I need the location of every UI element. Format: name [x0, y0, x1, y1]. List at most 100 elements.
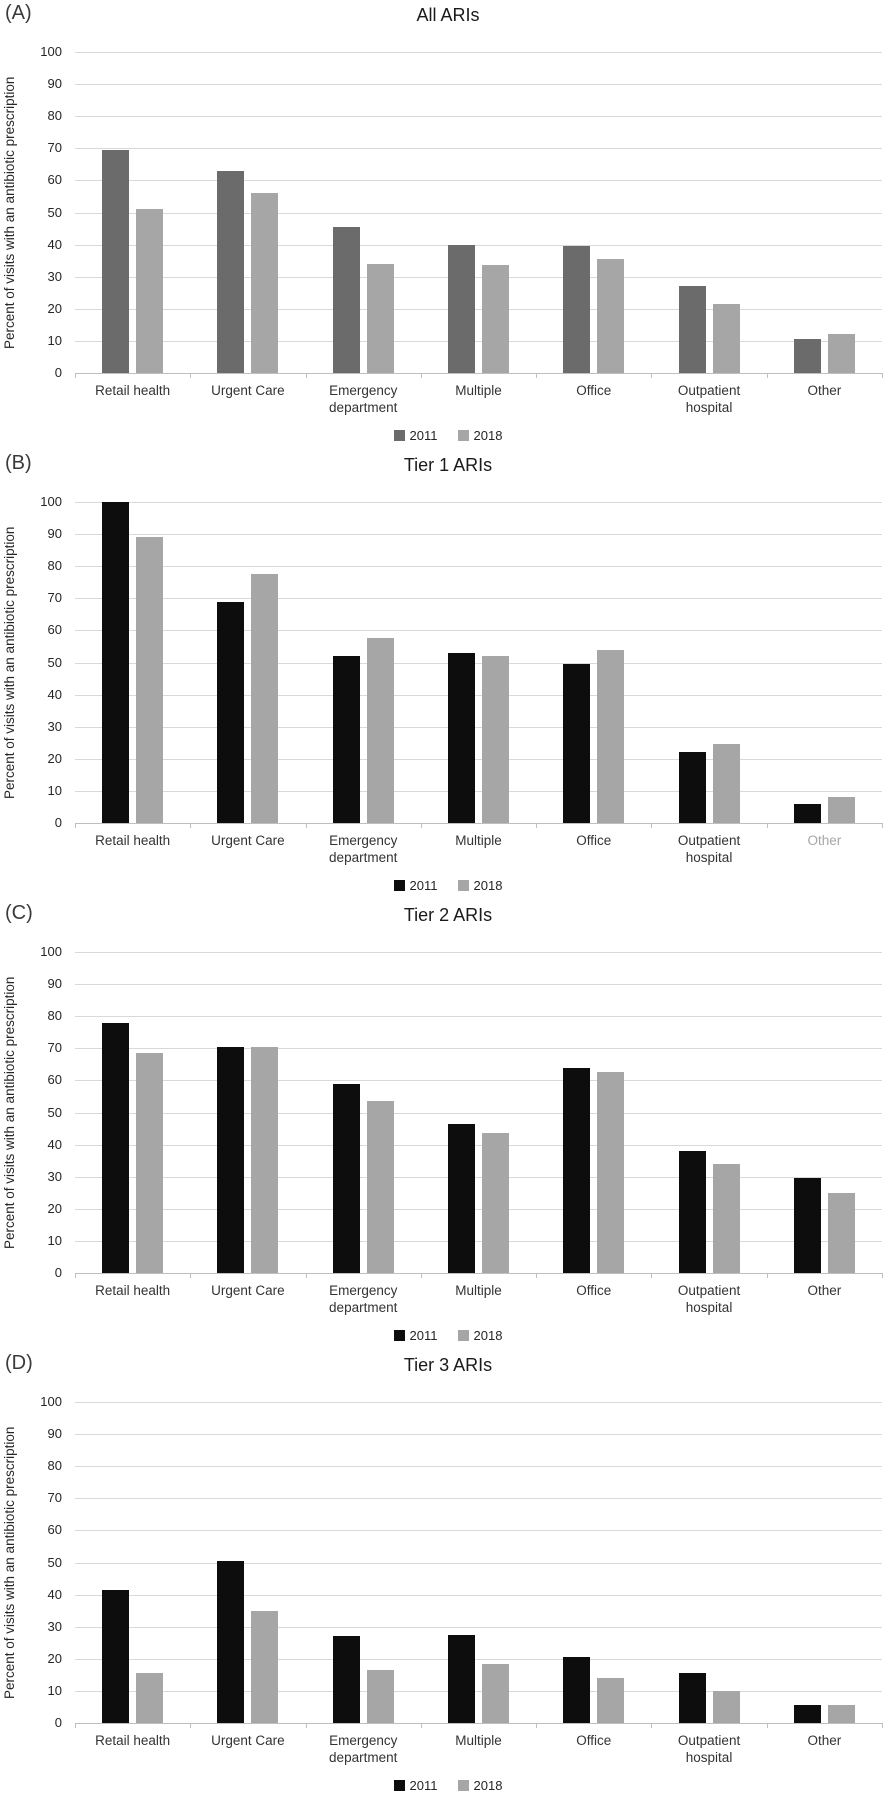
legend-item-2011: 2011 [393, 1328, 438, 1343]
y-tick-label-20: 20 [47, 750, 62, 766]
y-tick-label-60: 60 [47, 622, 62, 638]
panel-letter: (B) [5, 452, 32, 474]
x-label-retail-health: Retail health [95, 833, 171, 848]
x-axis-tick [420, 823, 422, 828]
gridline-60 [75, 630, 882, 632]
y-tick-label-70: 70 [47, 1040, 62, 1056]
x-axis-tick [190, 1273, 192, 1278]
x-axis-tick [882, 1723, 883, 1728]
gridline-20 [75, 308, 882, 310]
bar-2011-emergency-department [332, 1636, 360, 1723]
gridline-0 [75, 373, 882, 374]
y-tick-label-50: 50 [47, 204, 62, 220]
gridline-10 [75, 790, 882, 792]
panel-letter: (C) [5, 902, 33, 924]
panel-tier1-aris: (B) Tier 1 ARIs Percent of visits with a… [0, 450, 896, 900]
x-axis-tick [420, 1723, 422, 1728]
x-label-multiple: Multiple [455, 1733, 502, 1748]
bar-2011-outpatient-hospital [678, 752, 706, 823]
gridline-90 [75, 534, 882, 536]
y-tick-label-90: 90 [47, 526, 62, 542]
bar-2011-office [563, 1067, 591, 1273]
gridline-30 [75, 1626, 882, 1628]
x-axis-tick [651, 823, 653, 828]
x-label-outpatient-hospital: Outpatient hospital [677, 833, 741, 865]
bar-2011-outpatient-hospital [678, 1151, 706, 1273]
x-axis-tick [420, 373, 422, 378]
bar-2018-office [597, 649, 625, 823]
y-tick-label-30: 30 [47, 268, 62, 284]
y-tick-label-80: 80 [47, 1008, 62, 1024]
x-axis-tick [75, 823, 76, 828]
x-axis-tick [882, 1273, 883, 1278]
bar-2011-other [793, 803, 821, 823]
y-tick-label-20: 20 [47, 300, 62, 316]
y-tick-label-90: 90 [47, 976, 62, 992]
x-label-multiple: Multiple [455, 383, 502, 398]
bar-2011-multiple [448, 652, 475, 823]
chart-title: Tier 3 ARIs [403, 1355, 493, 1375]
bar-2018-other [827, 334, 855, 373]
gridline-50 [75, 662, 882, 664]
legend-2018-label: 2018 [473, 878, 503, 893]
gridline-60 [75, 180, 882, 182]
gridline-0 [75, 1273, 882, 1274]
y-tick-label-40: 40 [47, 1586, 62, 1602]
x-label-emergency-department: Emergency department [329, 383, 398, 415]
x-label-emergency-department: Emergency department [329, 1283, 398, 1315]
bar-2011-retail-health [102, 502, 130, 823]
bar-2011-office [563, 664, 591, 823]
legend: 2011 2018 [0, 428, 896, 443]
y-tick-label-0: 0 [54, 1265, 62, 1280]
bar-2011-urgent-care [217, 170, 245, 373]
gridline-70 [75, 598, 882, 600]
bar-2011-outpatient-hospital [678, 1673, 706, 1723]
bar-2018-urgent-care [251, 1610, 279, 1723]
y-tick-label-80: 80 [47, 1458, 62, 1474]
bar-2018-multiple [482, 1133, 509, 1273]
gridline-100 [75, 502, 882, 503]
plot-area: 0 10 20 30 40 50 60 70 80 90 100 Retail health Urgen… [0, 0, 896, 450]
gridline-100 [75, 52, 882, 53]
legend-2018-swatch [457, 880, 469, 891]
bar-2018-urgent-care [251, 1046, 279, 1273]
x-axis-tick [766, 1723, 768, 1728]
bar-2011-emergency-department [332, 1083, 360, 1273]
bar-2011-urgent-care [217, 1560, 245, 1723]
legend-2018-label: 2018 [473, 1778, 503, 1793]
bar-2011-other [793, 1178, 821, 1273]
x-label-other: Other [807, 1283, 842, 1298]
x-label-office: Office [576, 833, 612, 848]
y-tick-label-70: 70 [47, 590, 62, 606]
x-axis-tick [882, 373, 883, 378]
y-tick-label-0: 0 [54, 365, 62, 380]
y-tick-label-100: 100 [40, 44, 62, 59]
bar-2018-office [597, 259, 625, 373]
y-tick-label-80: 80 [47, 108, 62, 124]
gridline-40 [75, 244, 882, 246]
y-tick-label-50: 50 [47, 1554, 62, 1570]
bar-2011-retail-health [102, 149, 130, 373]
x-label-urgent-care: Urgent Care [211, 1283, 285, 1298]
bar-2018-outpatient-hospital [712, 1163, 740, 1273]
x-axis-tick [651, 1723, 653, 1728]
bar-2011-multiple [448, 1123, 475, 1273]
bar-2018-emergency-department [366, 263, 394, 373]
x-label-outpatient-hospital: Outpatient hospital [677, 383, 741, 415]
y-tick-label-10: 10 [47, 332, 62, 348]
gridline-80 [75, 566, 882, 568]
bar-2011-multiple [448, 244, 475, 373]
gridline-80 [75, 1466, 882, 1468]
gridline-60 [75, 1530, 882, 1532]
x-axis-tick [766, 823, 768, 828]
x-label-emergency-department: Emergency department [329, 1733, 398, 1765]
bar-2018-retail-health [136, 209, 164, 373]
plot-area: 0 10 20 30 40 50 60 70 80 90 100 Retail health Urgen… [0, 900, 896, 1350]
gridline-80 [75, 1016, 882, 1018]
legend-item-2011: 2011 [393, 878, 438, 893]
gridline-0 [75, 1723, 882, 1724]
x-label-office: Office [576, 383, 612, 398]
gridline-20 [75, 1658, 882, 1660]
x-axis-tick [75, 1723, 76, 1728]
x-label-retail-health: Retail health [95, 1733, 171, 1748]
